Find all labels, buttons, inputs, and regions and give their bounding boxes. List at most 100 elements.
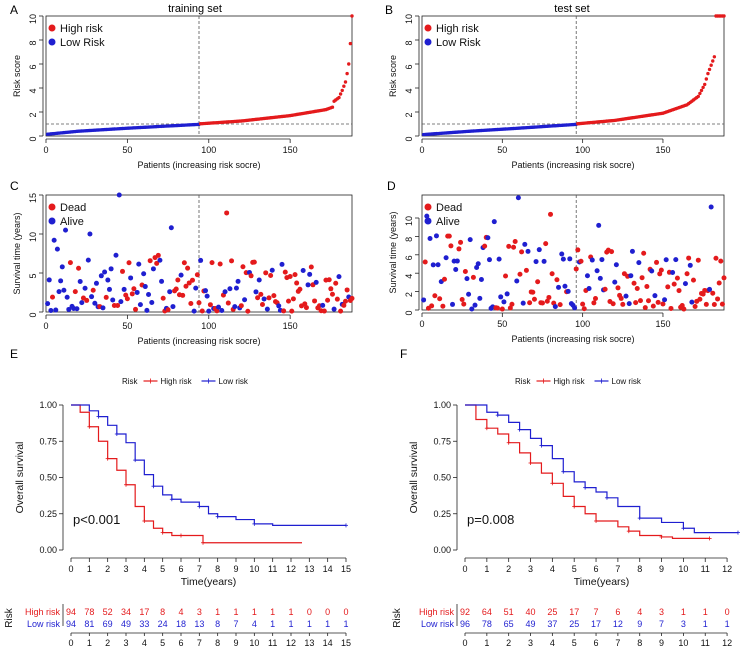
risk-table-cell: 17: [139, 607, 149, 617]
alive-point: [689, 299, 695, 305]
risk-table-cell: 4: [178, 607, 183, 617]
y-tick-label: 0.50: [433, 473, 451, 483]
dead-point: [441, 276, 447, 282]
dead-point: [690, 277, 696, 283]
dead-point: [631, 280, 637, 286]
alive-point: [424, 213, 430, 219]
dead-point: [615, 285, 621, 291]
dead-point: [175, 277, 181, 283]
x-tick-label: 100: [201, 145, 216, 155]
risk-table-cell: 4: [252, 619, 257, 629]
risk-table-x-tick-label: 4: [142, 638, 147, 648]
risk-table-x-tick-label: 1: [87, 638, 92, 648]
risk-table-x-tick-label: 1: [484, 638, 489, 648]
risk-table-x-tick-label: 3: [528, 638, 533, 648]
y-tick-label: 2: [404, 292, 414, 297]
dead-point: [90, 287, 96, 293]
dead-point: [719, 301, 725, 307]
dead-point: [509, 301, 515, 307]
alive-point: [59, 264, 65, 270]
alive-point: [475, 261, 481, 267]
x-tick-label: 8: [215, 564, 220, 574]
risk-table-cell: 12: [613, 619, 623, 629]
dead-point: [657, 271, 663, 277]
y-tick-label: 0.00: [433, 545, 451, 555]
alive-point: [54, 246, 60, 252]
alive-point: [206, 308, 212, 314]
x-tick-label: 6: [178, 564, 183, 574]
dead-point: [459, 297, 465, 303]
dead-point: [676, 288, 682, 294]
alive-point: [491, 219, 497, 225]
legend-label: Dead: [60, 202, 86, 214]
high-risk-point: [696, 94, 700, 99]
y-tick-label: 0: [404, 310, 414, 315]
high-risk-curve: [71, 404, 302, 544]
alive-point: [629, 248, 635, 254]
dead-point: [338, 308, 344, 314]
risk-table-cell: 1: [270, 619, 275, 629]
x-tick-label: 100: [201, 321, 216, 331]
dead-point: [654, 259, 660, 265]
y-tick-label: 0.00: [39, 545, 57, 555]
alive-point: [269, 267, 275, 273]
alive-point: [687, 262, 693, 268]
dead-point: [173, 286, 179, 292]
y-tick-label: 4: [404, 88, 414, 93]
dead-point: [437, 296, 443, 302]
dead-point: [668, 305, 674, 311]
dead-point: [499, 306, 505, 312]
alive-point: [137, 302, 143, 308]
dead-point: [308, 264, 314, 270]
dead-point: [321, 308, 327, 314]
risk-table-x-tick-label: 6: [178, 638, 183, 648]
legend-label: Low Risk: [60, 37, 105, 49]
panel-b-title: test set: [554, 3, 589, 15]
y-axis-label: Survival time (years): [388, 211, 398, 293]
x-tick-label: 0: [43, 145, 48, 155]
dead-point: [523, 267, 529, 273]
alive-point: [599, 257, 605, 263]
dead-point: [543, 241, 549, 247]
dead-point: [259, 302, 265, 308]
dead-point: [591, 300, 597, 306]
alive-point: [235, 278, 241, 284]
alive-point: [93, 280, 99, 286]
legend-label: Low risk: [612, 377, 642, 386]
y-tick-label: 4: [28, 88, 38, 93]
risk-table-row-label: High risk: [25, 607, 61, 617]
alive-point: [485, 235, 491, 241]
alive-point: [227, 286, 233, 292]
legend-label: Alive: [60, 216, 84, 228]
alive-point: [464, 276, 470, 282]
dead-point: [124, 296, 130, 302]
x-tick-label: 3: [528, 564, 533, 574]
alive-point: [673, 257, 679, 263]
risk-table-x-tick-label: 13: [304, 638, 314, 648]
high-risk-point: [722, 14, 726, 18]
risk-table-cell: 40: [526, 607, 536, 617]
risk-table-cell: 13: [194, 619, 204, 629]
alive-point: [498, 294, 504, 300]
alive-point: [682, 281, 688, 287]
alive-point: [198, 257, 204, 263]
dead-point: [580, 301, 586, 307]
y-tick-label: 0.25: [39, 509, 57, 519]
alive-point: [525, 248, 531, 254]
alive-point: [116, 192, 122, 198]
dead-point: [238, 303, 244, 309]
legend-label: High risk: [60, 23, 103, 35]
dead-point: [495, 305, 500, 311]
dead-point: [644, 283, 650, 289]
dead-point: [160, 295, 166, 301]
alive-point: [584, 273, 590, 279]
alive-point: [560, 256, 566, 262]
alive-point: [89, 294, 95, 300]
alive-point: [652, 293, 658, 299]
x-tick-label: 6: [594, 564, 599, 574]
alive-point: [261, 296, 267, 302]
alive-point: [662, 297, 668, 303]
alive-point: [626, 301, 632, 307]
dead-point: [76, 265, 82, 271]
dead-point: [681, 306, 687, 312]
